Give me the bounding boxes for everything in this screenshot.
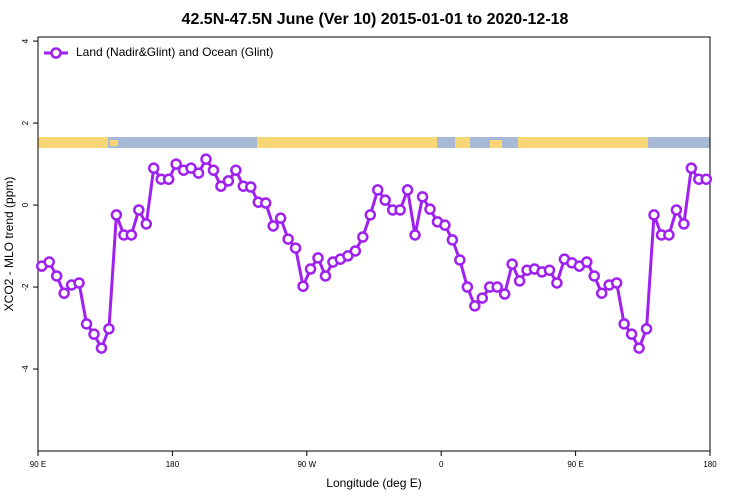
data-point xyxy=(498,288,511,300)
data-point xyxy=(640,323,653,335)
data-point xyxy=(73,277,85,289)
data-point xyxy=(274,212,287,224)
y-tick-label: 0 xyxy=(21,202,30,207)
land-band xyxy=(257,137,437,148)
data-point xyxy=(103,323,115,335)
data-point xyxy=(469,300,481,312)
x-axis-title: Longitude (deg E) xyxy=(326,476,421,490)
data-point xyxy=(446,234,459,246)
data-point xyxy=(50,270,63,282)
data-point xyxy=(95,342,108,354)
data-point xyxy=(200,153,212,165)
data-point xyxy=(610,277,623,289)
y-axis-title: XCO2 - MLO trend (ppm) xyxy=(2,177,16,312)
data-point xyxy=(282,233,294,245)
data-point xyxy=(147,162,160,174)
data-point xyxy=(125,229,138,241)
data-point xyxy=(215,180,227,192)
land-band xyxy=(455,137,470,148)
data-point xyxy=(506,258,518,270)
data-point xyxy=(424,203,436,215)
land-band xyxy=(110,140,118,146)
data-point xyxy=(394,204,406,216)
land-band xyxy=(38,137,108,148)
legend-label: Land (Nadir&Glint) and Ocean (Glint) xyxy=(76,45,273,59)
chart-title: 42.5N-47.5N June (Ver 10) 2015-01-01 to … xyxy=(182,11,569,28)
data-point xyxy=(581,256,593,268)
data-point xyxy=(588,270,601,282)
data-point xyxy=(618,318,630,330)
data-point xyxy=(58,287,70,299)
plot-frame xyxy=(37,36,711,452)
data-point xyxy=(663,229,675,241)
data-point xyxy=(133,204,145,216)
data-point xyxy=(551,277,563,289)
data-point xyxy=(110,209,123,221)
data-point xyxy=(543,264,556,276)
y-tick-label: -2 xyxy=(21,283,30,291)
data-point xyxy=(319,270,332,282)
data-point xyxy=(304,263,317,275)
legend-marker xyxy=(50,47,62,59)
x-tick-label: 90 E xyxy=(30,460,46,469)
data-point xyxy=(43,256,55,268)
data-point xyxy=(371,184,384,196)
data-point xyxy=(700,173,713,185)
data-point xyxy=(678,218,690,230)
land-band xyxy=(518,137,648,148)
data-point xyxy=(454,254,466,266)
data-point xyxy=(401,184,414,196)
data-point xyxy=(409,229,421,241)
x-tick-label: 0 xyxy=(439,460,444,469)
data-point xyxy=(595,287,608,299)
data-point xyxy=(222,175,235,187)
data-point xyxy=(416,191,429,203)
data-point xyxy=(476,292,489,304)
data-point xyxy=(625,328,638,340)
data-point xyxy=(267,220,279,232)
data-point xyxy=(648,209,660,221)
data-point xyxy=(207,164,220,176)
x-tick-label: 180 xyxy=(166,460,180,469)
land-band xyxy=(490,140,502,148)
data-point xyxy=(364,209,377,221)
data-point xyxy=(162,173,175,185)
x-tick-label: 180 xyxy=(703,460,717,469)
data-point xyxy=(88,328,100,340)
data-point xyxy=(230,164,242,176)
data-point xyxy=(80,318,93,330)
data-point xyxy=(513,275,526,287)
data-point xyxy=(439,219,451,231)
data-point xyxy=(289,242,302,254)
data-point xyxy=(259,197,272,209)
data-point xyxy=(685,162,698,174)
y-tick-label: 4 xyxy=(21,38,30,43)
x-tick-label: 90 W xyxy=(297,460,316,469)
data-point xyxy=(461,281,474,293)
data-point xyxy=(670,204,683,216)
data-point xyxy=(349,245,362,257)
y-tick-label: -4 xyxy=(21,365,30,373)
data-point xyxy=(192,167,205,179)
data-point xyxy=(245,181,257,193)
data-point xyxy=(633,342,645,354)
data-point xyxy=(297,280,309,292)
x-tick-label: 90 E xyxy=(567,460,583,469)
y-tick-label: 2 xyxy=(21,120,30,125)
data-point xyxy=(312,252,324,264)
data-point xyxy=(170,158,182,170)
data-point xyxy=(491,281,503,293)
legend: Land (Nadir&Glint) and Ocean (Glint) xyxy=(44,45,273,59)
data-point xyxy=(357,231,369,243)
data-point xyxy=(140,218,153,230)
land-ocean-strip xyxy=(38,137,710,148)
data-point xyxy=(379,194,391,206)
